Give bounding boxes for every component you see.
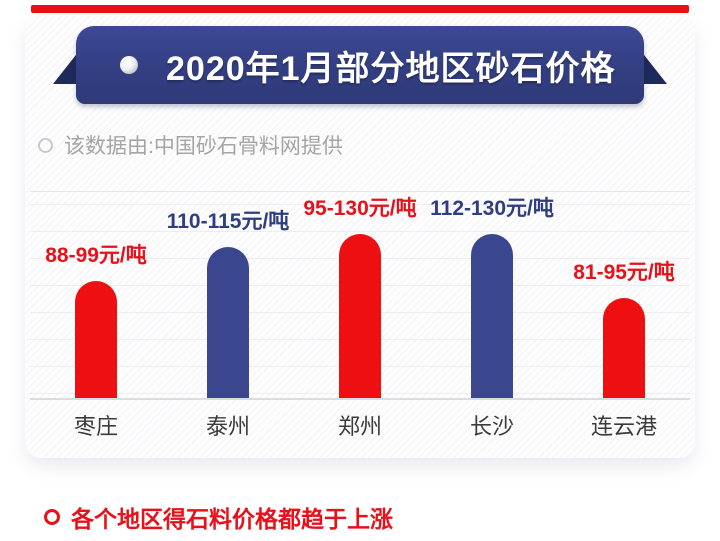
category-label: 泰州 [205, 414, 250, 439]
category-label: 枣庄 [73, 414, 118, 439]
title-banner: 2020年1月部分地区砂石价格 [76, 26, 644, 104]
category-label: 郑州 [337, 414, 382, 439]
bar [339, 234, 381, 399]
circle-bullet-icon [44, 509, 60, 525]
top-accent-bar [31, 5, 689, 13]
bar-chart: 88-99元/吨 110-115元/吨 95-130元/吨 112-130元/吨 81-… [30, 192, 690, 400]
conclusion-text: 各个地区得石料价格都趋于上涨 [71, 506, 393, 532]
data-source-note: 该数据由:中国砂石骨料网提供 [38, 130, 343, 160]
sphere-bullet-icon [120, 56, 138, 74]
x-axis-baseline [30, 398, 690, 400]
section-divider [30, 191, 690, 192]
category-label: 长沙 [469, 414, 514, 439]
bar-value-label: 88-99元/吨 [45, 244, 147, 267]
bar-column: 88-99元/吨 [30, 192, 162, 399]
bar-value-label: 112-130元/吨 [430, 197, 554, 220]
bar [603, 298, 645, 399]
bar-column: 112-130元/吨 [426, 192, 558, 399]
bar [75, 281, 117, 399]
conclusion-note: 各个地区得石料价格都趋于上涨 [44, 500, 393, 534]
bar [207, 247, 249, 399]
bar-value-label: 95-130元/吨 [303, 197, 417, 220]
category-axis: 枣庄 泰州 郑州 长沙 连云港 [30, 409, 690, 441]
data-source-text: 该数据由:中国砂石骨料网提供 [64, 135, 343, 158]
bar-column: 110-115元/吨 [162, 192, 294, 399]
circle-bullet-icon [38, 137, 53, 153]
bar [471, 234, 513, 399]
bar-value-label: 110-115元/吨 [166, 210, 290, 233]
bar-value-label: 81-95元/吨 [573, 261, 675, 284]
page-title: 2020年1月部分地区砂石价格 [166, 49, 616, 88]
category-label: 连云港 [590, 414, 657, 439]
bar-column: 81-95元/吨 [558, 192, 690, 399]
bar-column: 95-130元/吨 [294, 192, 426, 399]
